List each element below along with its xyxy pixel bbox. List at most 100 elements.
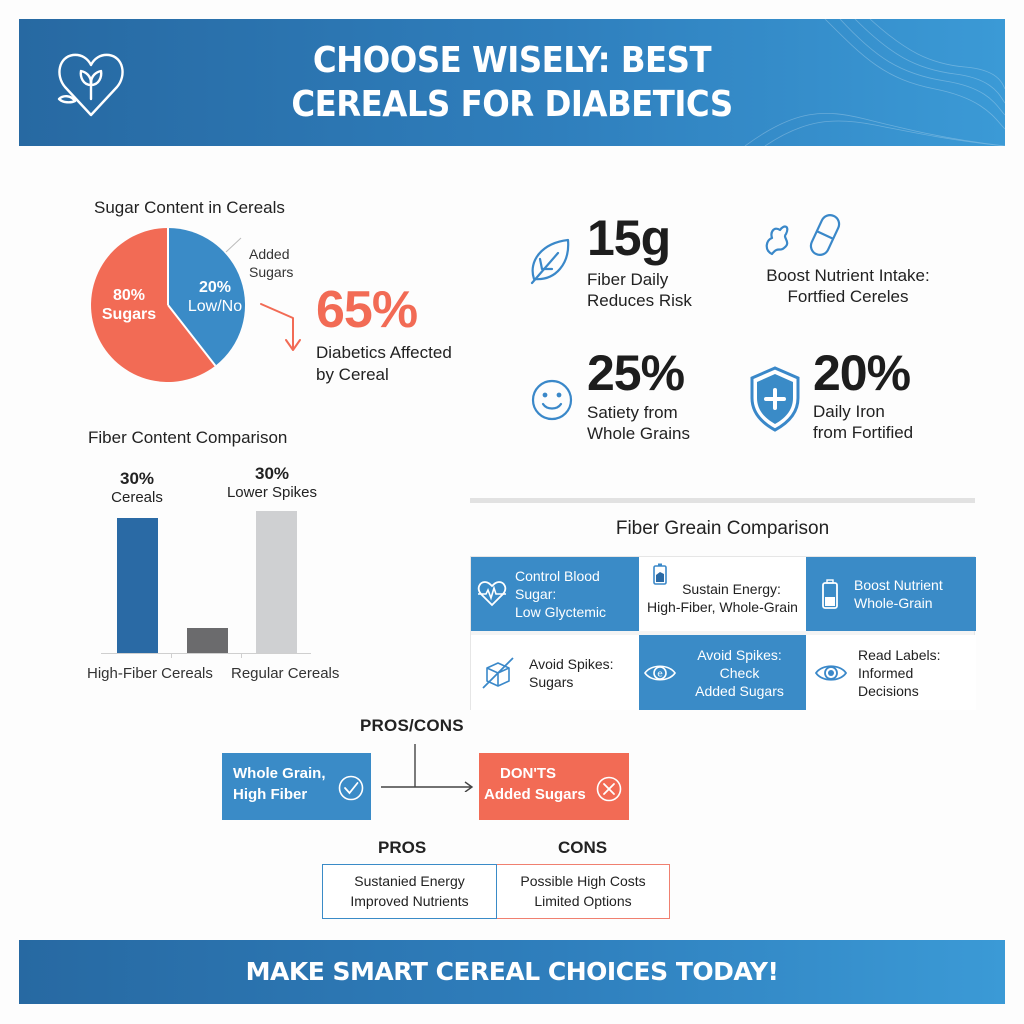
bar1-value: 30% xyxy=(119,469,155,488)
x-axis-tick xyxy=(171,653,172,658)
diabetics-affected-value: 65% xyxy=(316,281,418,339)
pie-label-low: 20% Low/No xyxy=(182,278,248,316)
pill-icon xyxy=(765,214,841,256)
stat-nutrient-caption: Boost Nutrient Intake: Fortfied Cereles xyxy=(748,265,948,307)
stat-satiety-line-2: Whole Grains xyxy=(587,424,690,443)
leaf-icon xyxy=(530,238,570,285)
grid-cell-read-labels: Read Labels: Informed Decisions xyxy=(806,635,976,710)
battery-full-icon xyxy=(653,563,667,585)
stat-fiber-caption: Fiber Daily Reduces Risk xyxy=(587,269,692,311)
cons-line-2: Limited Options xyxy=(534,893,632,909)
do-box: Whole Grain, High Fiber xyxy=(222,753,371,820)
footer-banner: MAKE SMART CEREAL CHOICES TODAY! xyxy=(19,940,1005,1004)
annotation-line-1: Added xyxy=(249,246,290,262)
stat-satiety-line-1: Satiety from xyxy=(587,403,678,422)
title-line-1: CHOOSE WISELY: BEST xyxy=(312,40,712,81)
cell-text: Control Blood Sugar: Low Glyctemic xyxy=(515,567,633,621)
stat-nutrient-line-2: Fortfied Cereles xyxy=(787,287,909,306)
cell-text: Boost Nutrient Whole-Grain xyxy=(854,576,943,612)
cell-line-1: Sustain Energy: xyxy=(682,581,781,597)
stat-iron-line-1: Daily Iron xyxy=(813,402,885,421)
stat-fiber-line-1: Fiber Daily xyxy=(587,270,669,289)
bar3-value: 30% xyxy=(254,464,290,483)
check-circle-icon xyxy=(338,775,364,801)
battery-low-icon xyxy=(822,579,838,609)
pros-line-2: Improved Nutrients xyxy=(350,893,469,909)
cell-line-2: High-Fiber, Whole-Grain xyxy=(647,599,798,615)
stat-fiber-line-2: Reduces Risk xyxy=(587,291,692,310)
shield-plus-icon xyxy=(750,366,800,432)
x-axis-tick xyxy=(241,653,242,658)
sugar-pie-chart xyxy=(91,228,246,382)
grid-cell-sustain-energy: Sustain Energy: High-Fiber, Whole-Grain xyxy=(639,557,806,631)
pie-low-pct: 20% xyxy=(198,279,232,296)
caption-line-2: by Cereal xyxy=(316,365,389,384)
bar3-text: Lower Spikes xyxy=(226,484,318,501)
eye-icon xyxy=(814,664,848,681)
x-axis-line xyxy=(101,653,311,654)
pros-header: PROS xyxy=(378,838,427,857)
grid-cell-boost-nutrient: Boost Nutrient Whole-Grain xyxy=(806,557,976,631)
bar1-text: Cereals xyxy=(111,489,163,506)
comparison-grid: Control Blood Sugar: Low Glyctemic Susta… xyxy=(470,556,976,710)
svg-text:e: e xyxy=(657,669,663,679)
wave-pattern-decoration xyxy=(744,19,1005,146)
pros-cons-title: PROS/CONS xyxy=(360,716,464,735)
grid-cell-check-sugars: e Avoid Spikes: Check Added Sugars xyxy=(639,635,806,710)
cell-line-1: Avoid Spikes: Check xyxy=(697,646,782,681)
cell-text: Sustain Energy: High-Fiber, Whole-Grain xyxy=(647,580,798,616)
cell-text: Avoid Spikes: Sugars xyxy=(529,655,614,691)
grid-cell-avoid-spikes: Avoid Spikes: Sugars xyxy=(471,635,639,710)
diabetics-affected-caption: Diabetics Affected by Cereal xyxy=(316,342,452,386)
cons-line-1: Possible High Costs xyxy=(520,873,646,889)
stat-satiety-value: 25% xyxy=(587,345,685,401)
bar-middle xyxy=(187,628,228,653)
dont-line-2: Added Sugars xyxy=(484,786,586,803)
stat-iron-value: 20% xyxy=(813,345,911,401)
cell-line-1: Control Blood Sugar: xyxy=(515,568,600,602)
annotation-line-2: Sugars xyxy=(249,264,294,280)
pie-sugars-pct: 80% xyxy=(112,287,146,304)
cell-line-2: Sugars xyxy=(529,673,574,690)
cell-line-2: Low Glyctemic xyxy=(515,604,607,620)
pie-label-sugars: 80% Sugars xyxy=(96,286,162,324)
sugar-chart-title: Sugar Content in Cereals xyxy=(94,198,285,217)
smile-icon xyxy=(531,379,573,421)
eye-e-icon: e xyxy=(644,664,676,681)
stat-iron-caption: Daily Iron from Fortified xyxy=(813,401,913,443)
bar-high-fiber xyxy=(117,518,158,653)
x-label-regular: Regular Cereals xyxy=(231,665,340,682)
cons-box: Possible High Costs Limited Options xyxy=(497,864,670,919)
cell-text: Read Labels: Informed Decisions xyxy=(858,646,970,700)
dont-box: DON'TS Added Sugars xyxy=(479,753,629,820)
cell-line-2: Whole-Grain xyxy=(854,595,933,611)
connector-arrow xyxy=(381,744,474,792)
caption-line-1: Diabetics Affected xyxy=(316,343,452,362)
title-line-2: CEREALS FOR DIABETICS xyxy=(291,84,733,125)
cell-line-1: Boost Nutrient xyxy=(854,577,943,593)
stat-nutrient-line-1: Boost Nutrient Intake: xyxy=(766,266,930,285)
do-line-1: Whole Grain, xyxy=(233,765,326,782)
do-line-2: High Fiber xyxy=(233,786,308,803)
heartbeat-icon xyxy=(477,581,507,607)
bar1-data-label: 30% Cereals xyxy=(95,469,179,507)
stat-fiber-value: 15g xyxy=(587,210,671,266)
pros-box: Sustanied Energy Improved Nutrients xyxy=(322,864,497,919)
header-banner: CHOOSE WISELY: BEST CEREALS FOR DIABETIC… xyxy=(19,19,1005,146)
arrow-down-icon xyxy=(260,303,301,351)
stat-satiety-caption: Satiety from Whole Grains xyxy=(587,402,690,444)
grid-title: Fiber Greain Comparison xyxy=(615,518,830,539)
pie-low-text: Low/No xyxy=(187,298,243,315)
page-title: CHOOSE WISELY: BEST CEREALS FOR DIABETIC… xyxy=(19,39,1005,127)
pie-slice-sugars xyxy=(91,228,216,382)
cell-text: Avoid Spikes: Check Added Sugars xyxy=(679,646,800,700)
pie-annotation: Added Sugars xyxy=(249,245,293,281)
pie-slice-low xyxy=(168,228,246,366)
bar-regular xyxy=(256,511,297,653)
cons-header: CONS xyxy=(558,838,608,857)
pie-sugars-text: Sugars xyxy=(101,306,157,323)
pros-line-1: Sustanied Energy xyxy=(354,873,465,889)
cell-line-2: Informed Decisions xyxy=(858,664,919,699)
section-divider xyxy=(470,498,975,503)
heart-sprout-icon xyxy=(57,53,124,117)
